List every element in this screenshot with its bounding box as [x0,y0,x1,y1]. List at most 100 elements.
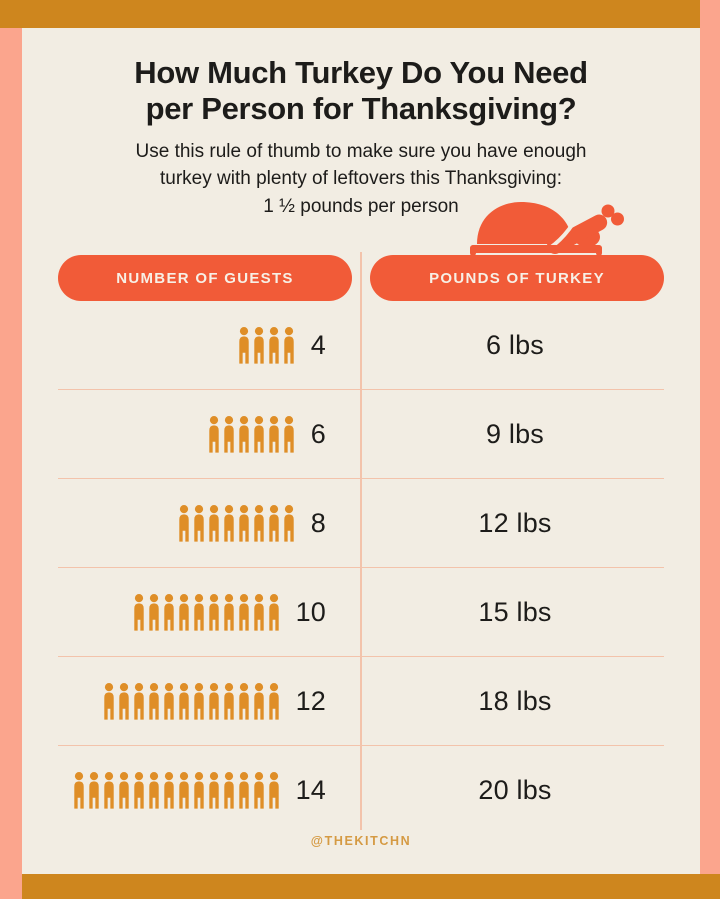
person-icon [237,683,251,720]
person-icon [207,772,221,809]
person-icon [162,594,176,631]
subtitle: Use this rule of thumb to make sure you … [52,138,670,220]
person-icon [207,416,221,453]
person-icon [252,683,266,720]
subtitle-line-1: Use this rule of thumb to make sure you … [135,140,587,162]
pounds-cell: 18 lbs [368,686,662,717]
person-icons [207,416,296,453]
table-row: 14 20 lbs [58,746,664,834]
person-icon [72,772,86,809]
top-border-bar [0,0,700,28]
guest-count: 12 [295,685,326,716]
guest-count: 6 [310,418,326,449]
person-icon [177,772,191,809]
column-header-guests: NUMBER OF GUESTS [58,255,352,301]
guests-cell: 12 [58,683,352,720]
guest-count: 14 [295,774,326,805]
guest-count: 10 [295,596,326,627]
person-icon [177,683,191,720]
pounds-value: 15 lbs [478,596,552,627]
person-icon [222,416,236,453]
guests-cell: 14 [58,772,352,809]
person-icon [267,505,281,542]
person-icon [132,683,146,720]
pounds-cell: 15 lbs [368,597,662,628]
person-icon [87,772,101,809]
table-body: 4 6 lbs 6 9 lbs 8 12 lbs [22,301,700,834]
person-icon [237,505,251,542]
person-icon [237,416,251,453]
infographic-card: How Much Turkey Do You Need per Person f… [22,28,700,874]
person-icon [267,683,281,720]
pounds-cell: 12 lbs [368,508,662,539]
guest-count: 4 [310,329,326,360]
table-row: 8 12 lbs [58,479,664,568]
person-icon [102,772,116,809]
source-handle: @THEKITCHN [310,834,412,848]
person-icons [102,683,281,720]
person-icon [147,683,161,720]
person-icons [237,327,296,364]
guests-cell: 10 [58,594,352,631]
table-header: NUMBER OF GUESTS POUNDS OF TURKEY [22,255,700,301]
person-icon [132,772,146,809]
column-divider [360,252,362,830]
person-icon [147,594,161,631]
person-icon [192,772,206,809]
subtitle-line-2: turkey with plenty of leftovers this Tha… [159,168,562,190]
person-icon [267,594,281,631]
person-icon [222,772,236,809]
person-icon [267,327,281,364]
person-icon [282,505,296,542]
column-header-pounds: POUNDS OF TURKEY [370,255,664,301]
person-icon [177,505,191,542]
bottom-border-bar [22,874,720,899]
person-icon [162,683,176,720]
person-icon [162,772,176,809]
pounds-value: 6 lbs [485,329,545,360]
person-icon [147,772,161,809]
table-row: 10 15 lbs [58,568,664,657]
person-icon [237,772,251,809]
person-icon [237,327,251,364]
person-icon [252,327,266,364]
pounds-cell: 20 lbs [368,775,662,806]
person-icon [267,416,281,453]
person-icon [177,594,191,631]
pounds-value: 12 lbs [478,507,552,538]
person-icon [282,327,296,364]
table-row: 4 6 lbs [58,301,664,390]
person-icons [177,505,296,542]
roast-turkey-icon [470,202,624,256]
person-icon [222,505,236,542]
guests-cell: 6 [58,416,352,453]
person-icon [192,683,206,720]
pounds-value: 20 lbs [478,774,552,805]
subtitle-line-3: 1 ½ pounds per person [263,195,459,217]
pounds-value: 9 lbs [485,418,545,449]
pounds-cell: 6 lbs [368,330,662,361]
person-icon [267,772,281,809]
pounds-cell: 9 lbs [368,419,662,450]
page-title: How Much Turkey Do You Need per Person f… [62,55,660,127]
person-icon [117,772,131,809]
person-icon [252,594,266,631]
pounds-value: 18 lbs [478,685,552,716]
person-icons [72,772,281,809]
guests-cell: 4 [58,327,352,364]
person-icon [117,683,131,720]
person-icon [222,683,236,720]
person-icon [252,505,266,542]
person-icons [132,594,281,631]
title-line-2: per Person for Thanksgiving? [145,90,577,126]
table-row: 6 9 lbs [58,390,664,479]
person-icon [192,594,206,631]
title-line-1: How Much Turkey Do You Need [134,55,588,90]
person-icon [282,416,296,453]
person-icon [237,594,251,631]
person-icon [207,683,221,720]
person-icon [252,772,266,809]
person-icon [222,594,236,631]
person-icon [192,505,206,542]
guest-count: 8 [310,507,326,538]
